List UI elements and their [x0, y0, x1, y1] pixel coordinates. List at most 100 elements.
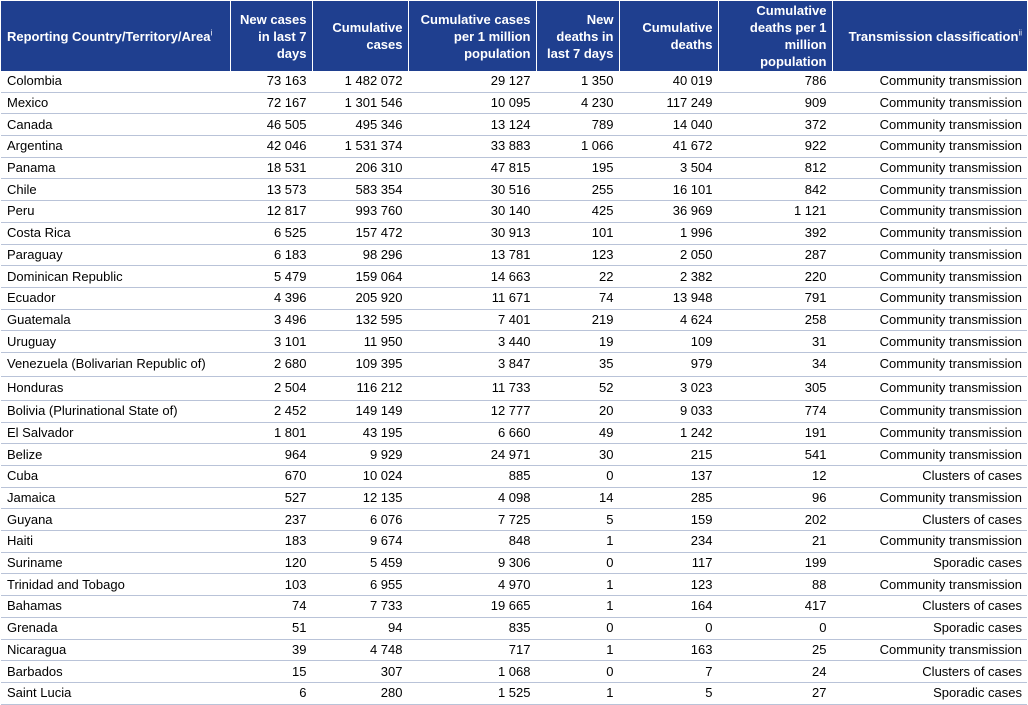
table-row: Peru 12 817 993 760 30 140 425 36 969 1 121 Com…: [1, 200, 1027, 223]
cell-cases-per-million: 6 660: [408, 422, 537, 445]
cell-new-deaths: 19: [536, 330, 620, 353]
cell-cases-per-million: 3 847: [408, 352, 537, 377]
cell-deaths-per-million: 392: [718, 222, 833, 245]
cell-cumulative-deaths: 13 948: [619, 287, 719, 310]
cell-transmission: Community transmission: [832, 530, 1027, 553]
cell-cumulative-cases: 9 929: [312, 443, 409, 466]
cell-new-deaths: 1: [536, 530, 620, 553]
header-new-deaths: New deaths in last 7 days: [536, 1, 620, 71]
cell-cumulative-cases: 43 195: [312, 422, 409, 445]
cell-cases-per-million: 835: [408, 617, 537, 640]
cell-country: Trinidad and Tobago: [1, 573, 231, 597]
cell-new-deaths: 52: [536, 376, 620, 401]
header-cumulative-cases-per-million: Cumulative cases per 1 million populatio…: [408, 1, 537, 71]
cell-new-deaths: 49: [536, 422, 620, 445]
table-row: Barbados 15 307 1 068 0 7 24 Clusters of cases: [1, 660, 1027, 683]
cell-new-cases: 46 505: [230, 113, 313, 137]
cell-deaths-per-million: 305: [718, 376, 833, 401]
cell-new-deaths: 74: [536, 287, 620, 310]
cell-cumulative-cases: 205 920: [312, 287, 409, 310]
cell-cases-per-million: 10 095: [408, 92, 537, 115]
cell-new-cases: 3 101: [230, 330, 313, 353]
cell-country: Haiti: [1, 530, 231, 553]
cell-new-cases: 964: [230, 443, 313, 466]
table-row: Paraguay 6 183 98 296 13 781 123 2 050 287 Comm…: [1, 244, 1027, 267]
header-new-cases: New cases in last 7 days: [230, 1, 313, 71]
cell-country: Ecuador: [1, 287, 231, 310]
cell-country: Belize: [1, 443, 231, 466]
table-row: Suriname 120 5 459 9 306 0 117 199 Sporadic cas…: [1, 552, 1027, 575]
cell-cumulative-deaths: 159: [619, 508, 719, 532]
cell-cumulative-deaths: 1 242: [619, 422, 719, 445]
cell-deaths-per-million: 220: [718, 265, 833, 288]
table-row: Chile 13 573 583 354 30 516 255 16 101 842 Comm…: [1, 178, 1027, 202]
cell-transmission: Community transmission: [832, 222, 1027, 245]
table-row: Bahamas 74 7 733 19 665 1 164 417 Clusters of c…: [1, 595, 1027, 618]
cell-deaths-per-million: 96: [718, 487, 833, 510]
cell-cumulative-deaths: 9 033: [619, 400, 719, 423]
cell-transmission: Clusters of cases: [832, 660, 1027, 683]
cell-country: Guatemala: [1, 309, 231, 332]
table-row: Grenada 51 94 835 0 0 0 Sporadic cases: [1, 617, 1027, 640]
cell-country: Chile: [1, 178, 231, 202]
cell-new-deaths: 195: [536, 157, 620, 180]
cell-cumulative-cases: 11 950: [312, 330, 409, 353]
cell-cumulative-cases: 4 748: [312, 639, 409, 662]
cell-new-deaths: 789: [536, 113, 620, 137]
cell-transmission: Community transmission: [832, 573, 1027, 597]
cell-cases-per-million: 9 306: [408, 552, 537, 575]
cell-cases-per-million: 1 525: [408, 682, 537, 705]
cell-country: Guyana: [1, 508, 231, 532]
cell-transmission: Community transmission: [832, 330, 1027, 353]
cell-cumulative-deaths: 16 101: [619, 178, 719, 202]
table-row: El Salvador 1 801 43 195 6 660 49 1 242 191 Com…: [1, 422, 1027, 445]
cell-deaths-per-million: 791: [718, 287, 833, 310]
cell-new-cases: 39: [230, 639, 313, 662]
cell-cases-per-million: 885: [408, 465, 537, 488]
cell-transmission: Community transmission: [832, 352, 1027, 377]
table-row: Honduras 2 504 116 212 11 733 52 3 023 305 Comm…: [1, 376, 1027, 401]
cell-transmission: Community transmission: [832, 400, 1027, 423]
cell-cases-per-million: 14 663: [408, 265, 537, 288]
header-transmission-classification: Transmission classificationii: [832, 1, 1027, 71]
cell-deaths-per-million: 191: [718, 422, 833, 445]
cell-cumulative-cases: 9 674: [312, 530, 409, 553]
cell-cumulative-deaths: 979: [619, 352, 719, 377]
cell-cumulative-deaths: 109: [619, 330, 719, 353]
cell-cases-per-million: 7 725: [408, 508, 537, 532]
cell-cumulative-deaths: 36 969: [619, 200, 719, 223]
cell-cumulative-deaths: 1 996: [619, 222, 719, 245]
cell-cases-per-million: 11 733: [408, 376, 537, 401]
cell-transmission: Community transmission: [832, 200, 1027, 223]
cell-country: Nicaragua: [1, 639, 231, 662]
cell-cumulative-cases: 583 354: [312, 178, 409, 202]
cell-cumulative-deaths: 4 624: [619, 309, 719, 332]
cell-new-deaths: 22: [536, 265, 620, 288]
cell-cases-per-million: 29 127: [408, 71, 537, 93]
cell-new-deaths: 123: [536, 244, 620, 267]
table-row: Belize 964 9 929 24 971 30 215 541 Community tr…: [1, 443, 1027, 466]
cell-new-cases: 18 531: [230, 157, 313, 180]
header-cumulative-deaths: Cumulative deaths: [619, 1, 719, 71]
cell-deaths-per-million: 88: [718, 573, 833, 597]
cell-cumulative-deaths: 285: [619, 487, 719, 510]
cell-country: Argentina: [1, 135, 231, 158]
cell-cumulative-deaths: 164: [619, 595, 719, 618]
table-row: Mexico 72 167 1 301 546 10 095 4 230 117 249 9…: [1, 92, 1027, 115]
cell-country: Uruguay: [1, 330, 231, 353]
cell-cumulative-deaths: 117: [619, 552, 719, 575]
cell-cumulative-cases: 159 064: [312, 265, 409, 288]
cell-transmission: Community transmission: [832, 487, 1027, 510]
cell-country: Grenada: [1, 617, 231, 640]
cell-cases-per-million: 717: [408, 639, 537, 662]
table-row: Venezuela (Bolivarian Republic of) 2 680 1…: [1, 352, 1027, 377]
cell-cumulative-cases: 495 346: [312, 113, 409, 137]
cell-new-cases: 5 479: [230, 265, 313, 288]
cell-cumulative-deaths: 2 382: [619, 265, 719, 288]
cell-country: Honduras: [1, 376, 231, 401]
cell-new-cases: 15: [230, 660, 313, 683]
table-row: Uruguay 3 101 11 950 3 440 19 109 31 Community …: [1, 330, 1027, 353]
cell-cases-per-million: 3 440: [408, 330, 537, 353]
cell-country: Peru: [1, 200, 231, 223]
